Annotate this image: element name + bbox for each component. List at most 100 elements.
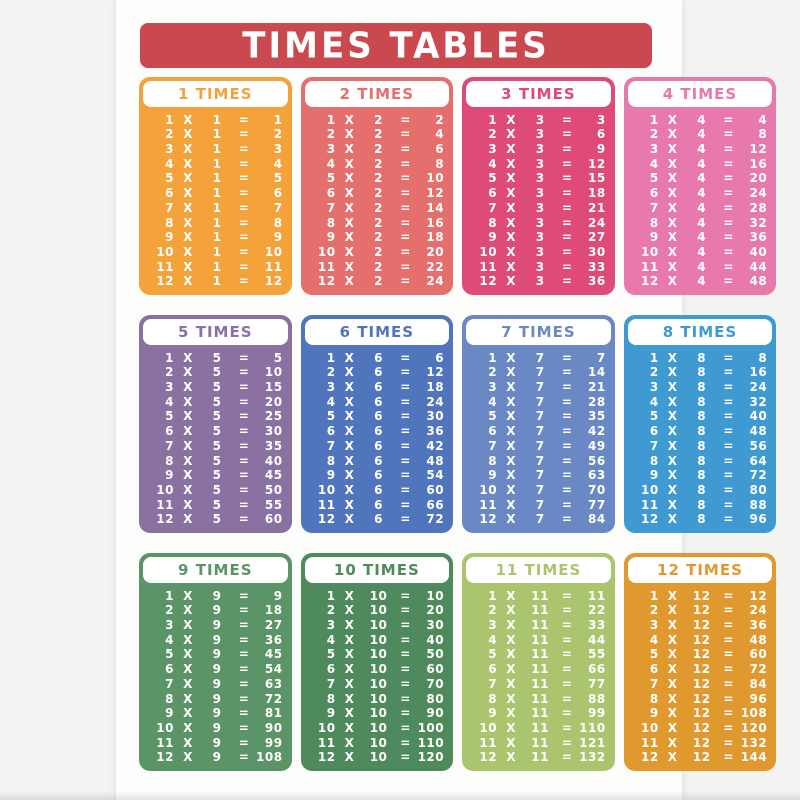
table-number-cell: 3	[535, 274, 545, 289]
product-cell: 100	[417, 720, 445, 735]
product-cell: 48	[426, 453, 445, 468]
equation-row: 2 X 2 = 4	[310, 128, 445, 140]
times-symbol: X	[506, 127, 516, 142]
product-cell: 42	[587, 424, 606, 439]
factor-cell: 12	[156, 512, 174, 527]
product-cell: 20	[426, 603, 445, 618]
table-number-cell: 11	[531, 588, 549, 603]
factor-cell: 2	[488, 365, 498, 380]
times-symbol: X	[344, 662, 355, 677]
table-header-pill: 1 TIMES	[143, 81, 288, 107]
product-cell: 63	[264, 676, 283, 691]
product-cell: 2	[435, 112, 445, 127]
equals-symbol: =	[400, 142, 411, 157]
times-symbol: X	[667, 618, 678, 633]
times-symbol: X	[667, 142, 678, 157]
factor-cell: 6	[326, 424, 336, 439]
factor-cell: 12	[479, 274, 498, 289]
equation-row: 6 X 1 = 6	[148, 187, 283, 199]
times-symbol: X	[667, 512, 678, 527]
equation-row: 4 X 4 = 16	[633, 158, 768, 170]
times-symbol: X	[344, 127, 355, 142]
equals-symbol: =	[561, 720, 573, 735]
times-symbol: X	[506, 512, 516, 527]
product-cell: 3	[596, 112, 606, 127]
product-cell: 55	[264, 497, 283, 512]
table-number-cell: 6	[374, 512, 383, 527]
factor-cell: 6	[488, 662, 498, 677]
factor-cell: 2	[488, 127, 498, 142]
factor-cell: 1	[649, 588, 659, 603]
factor-cell: 9	[165, 468, 174, 483]
table-number-cell: 7	[535, 453, 545, 468]
equation-row: 5 X 7 = 35	[471, 410, 606, 422]
times-symbol: X	[667, 156, 678, 171]
factor-cell: 10	[640, 244, 659, 259]
times-symbol: X	[183, 244, 193, 259]
factor-cell: 11	[317, 735, 336, 750]
product-cell: 96	[749, 512, 768, 527]
product-cell: 15	[264, 380, 283, 395]
times-table-card-3: 3 TIMES 1 X 3 = 3 2 X 3 = 6 3 X 3 = 9 4 X 3 = 12 5 X 3 = 15 6 X 3 = 18…	[462, 77, 615, 295]
times-symbol: X	[183, 676, 193, 691]
poster-title-banner: TIMES TABLES	[140, 23, 652, 68]
equation-row: 4 X 12 = 48	[633, 634, 768, 646]
equation-row: 10 X 8 = 80	[633, 484, 768, 496]
factor-cell: 11	[479, 259, 498, 274]
equation-row: 9 X 7 = 63	[471, 469, 606, 481]
times-table-card-1: 1 TIMES 1 X 1 = 1 2 X 1 = 2 3 X 1 = 3 4 X 1 = 4 5 X 1 = 5 6 X 1 = 6 7 X 1…	[139, 77, 292, 295]
product-cell: 12	[426, 365, 445, 380]
table-number-cell: 5	[212, 365, 222, 380]
factor-cell: 6	[326, 186, 336, 201]
factor-cell: 9	[165, 706, 174, 721]
factor-cell: 10	[479, 482, 498, 497]
table-number-cell: 5	[212, 350, 222, 365]
equals-symbol: =	[723, 127, 734, 142]
factor-cell: 9	[488, 468, 498, 483]
factor-cell: 11	[479, 735, 498, 750]
equals-symbol: =	[561, 453, 573, 468]
factor-cell: 10	[479, 244, 498, 259]
times-table-card-6: 6 TIMES 1 X 6 = 6 2 X 6 = 12 3 X 6 = 18 4 X 6 = 24 5 X 6 = 30 6 X 6 =…	[300, 315, 454, 533]
times-symbol: X	[667, 647, 678, 662]
equation-row: 8 X 8 = 64	[633, 455, 768, 467]
product-cell: 24	[749, 380, 768, 395]
equals-symbol: =	[561, 482, 573, 497]
product-cell: 81	[264, 706, 283, 721]
times-symbol: X	[183, 588, 193, 603]
product-cell: 40	[749, 409, 768, 424]
table-title: 2 TIMES	[339, 85, 415, 103]
factor-cell: 12	[156, 750, 174, 765]
times-symbol: X	[506, 438, 516, 453]
product-cell: 66	[426, 497, 445, 512]
table-number-cell: 5	[212, 394, 222, 409]
table-number-cell: 10	[369, 720, 388, 735]
times-symbol: X	[506, 618, 516, 633]
equation-row: 12 X 9 = 108	[148, 751, 283, 763]
times-symbol: X	[344, 588, 355, 603]
equals-symbol: =	[400, 215, 411, 230]
product-cell: 99	[587, 706, 606, 721]
equation-row: 6 X 3 = 18	[471, 187, 606, 199]
product-cell: 32	[749, 215, 768, 230]
equation-row: 10 X 7 = 70	[471, 484, 606, 496]
times-symbol: X	[506, 482, 516, 497]
times-symbol: X	[506, 409, 516, 424]
times-table-card-2: 2 TIMES 1 X 2 = 2 2 X 2 = 4 3 X 2 = 6 4 X 2 = 8 5 X 2 = 10 6 X 2 = 12 7…	[300, 77, 454, 295]
factor-cell: 1	[649, 350, 659, 365]
equation-row: 2 X 1 = 2	[148, 128, 283, 140]
equals-symbol: =	[400, 453, 411, 468]
product-cell: 10	[264, 365, 283, 380]
factor-cell: 4	[488, 394, 498, 409]
product-cell: 5	[273, 350, 283, 365]
factor-cell: 11	[479, 497, 498, 512]
equals-symbol: =	[238, 230, 250, 245]
table-header-pill: 11 TIMES	[466, 557, 611, 583]
factor-cell: 5	[165, 171, 174, 186]
equals-symbol: =	[238, 112, 250, 127]
table-number-cell: 11	[531, 603, 549, 618]
table-number-cell: 6	[374, 380, 383, 395]
equals-symbol: =	[561, 438, 573, 453]
product-cell: 30	[426, 409, 445, 424]
equals-symbol: =	[723, 438, 734, 453]
